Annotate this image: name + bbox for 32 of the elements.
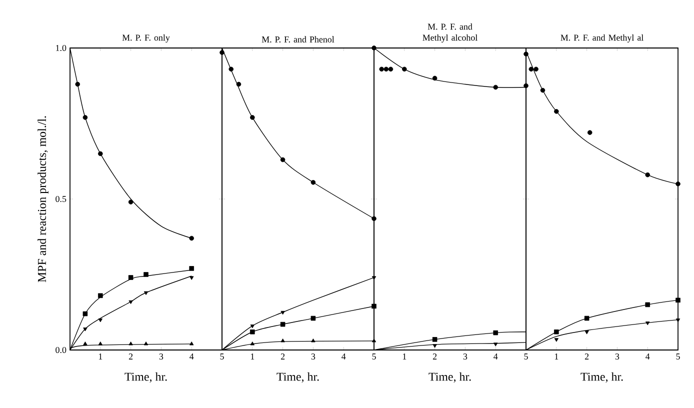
x-tick-label: 5 <box>676 354 680 360</box>
chart-title: M. P. F. and Methyl al <box>560 34 644 42</box>
x-tick-label: 3 <box>311 354 316 360</box>
chart-title: M. P. F. and Methyl alcohol <box>422 23 478 42</box>
x-tick-label: 3 <box>615 354 620 360</box>
x-axis-title: Time, hr. <box>276 372 319 383</box>
x-tick-label: 2 <box>128 354 133 360</box>
x-tick-label: 5 <box>220 354 224 360</box>
x-tick-label: 1 <box>402 354 406 360</box>
y-tick-label: 0.5 <box>56 196 66 202</box>
x-tick-label: 4 <box>494 354 498 360</box>
x-tick-label: 2 <box>432 354 437 360</box>
x-axis-title: Time, hr. <box>428 372 471 383</box>
x-tick-label: 5 <box>372 354 376 360</box>
x-axis-title: Time, hr. <box>580 372 623 383</box>
x-axis-title: Time, hr. <box>124 372 167 383</box>
x-tick-label: 1 <box>554 354 558 360</box>
x-tick-label: 4 <box>646 354 650 360</box>
x-tick-label: 1 <box>250 354 254 360</box>
y-tick-label: 1.0 <box>56 44 66 52</box>
x-tick-label: 4 <box>190 354 194 360</box>
x-tick-label: 3 <box>463 354 468 360</box>
chart-title: M. P. F. only <box>122 34 170 42</box>
x-tick-label: 2 <box>280 354 285 360</box>
y-tick-label: 0.0 <box>56 346 66 354</box>
x-tick-label: 4 <box>342 354 346 360</box>
x-tick-label: 5 <box>524 354 528 360</box>
chart-title: M. P. F. and Phenol <box>262 36 334 42</box>
y-axis-title: MPF and reaction products, mol./l. <box>38 116 48 282</box>
x-tick-label: 2 <box>584 354 589 360</box>
x-tick-label: 1 <box>98 354 102 360</box>
x-tick-label: 3 <box>159 354 164 360</box>
